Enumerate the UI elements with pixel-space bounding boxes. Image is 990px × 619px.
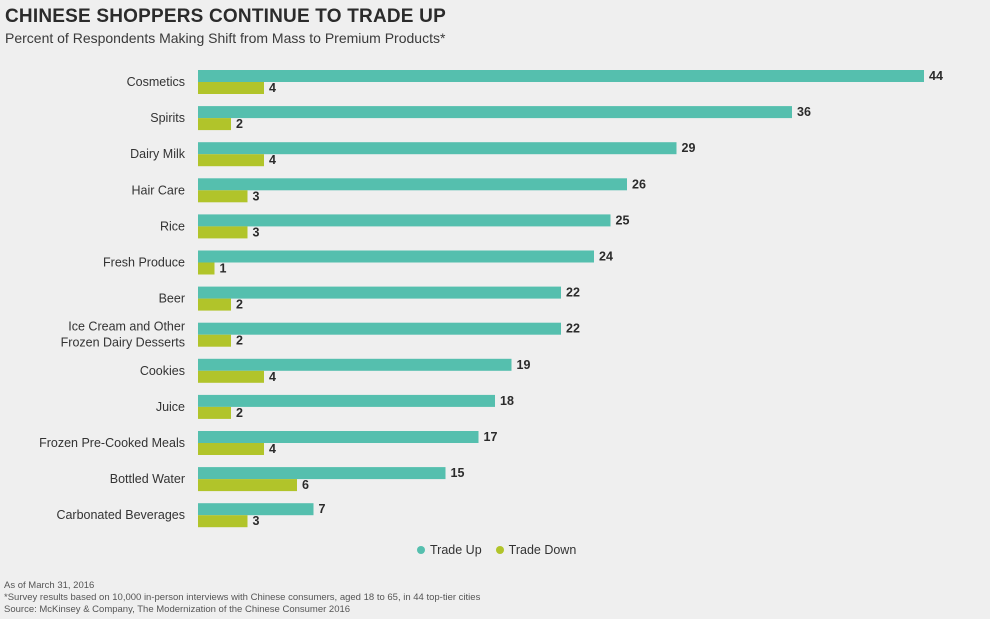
category-label: Ice Cream and Other bbox=[68, 320, 185, 334]
trade-up-bar bbox=[198, 214, 611, 227]
trade-up-bar bbox=[198, 322, 561, 335]
trade-down-bar bbox=[198, 82, 264, 94]
category-label: Rice bbox=[160, 219, 185, 233]
source-note: Source: McKinsey & Company, The Moderniz… bbox=[4, 604, 351, 615]
trade-up-swatch bbox=[417, 546, 425, 554]
trade-up-value-label: 22 bbox=[566, 286, 580, 300]
trade-up-bar bbox=[198, 106, 792, 119]
category-label: Fresh Produce bbox=[103, 256, 185, 270]
trade-up-value-label: 36 bbox=[797, 105, 811, 119]
category-label: Spirits bbox=[150, 111, 185, 125]
trade-up-bar bbox=[198, 358, 512, 371]
footnotes: As of March 31, 2016 *Survey results bas… bbox=[4, 580, 480, 616]
trade-down-value-label: 2 bbox=[236, 406, 243, 420]
chart-title: CHINESE SHOPPERS CONTINUE TO TRADE UP bbox=[5, 6, 446, 27]
category-label: Beer bbox=[159, 292, 185, 306]
trade-up-bar bbox=[198, 503, 314, 516]
trade-down-bar bbox=[198, 515, 248, 528]
legend-item-trade-up: Trade Up bbox=[417, 543, 482, 557]
trade-down-value-label: 4 bbox=[269, 153, 276, 167]
chart-subtitle: Percent of Respondents Making Shift from… bbox=[5, 30, 446, 46]
trade-up-bar bbox=[198, 250, 594, 263]
trade-up-value-label: 18 bbox=[500, 394, 514, 408]
trade-down-value-label: 4 bbox=[269, 442, 276, 456]
trade-down-bar bbox=[198, 190, 248, 203]
trade-up-value-label: 24 bbox=[599, 250, 613, 264]
legend-label-trade-up: Trade Up bbox=[430, 543, 482, 557]
trade-down-value-label: 3 bbox=[253, 225, 260, 239]
category-label: Hair Care bbox=[132, 183, 186, 197]
category-label: Bottled Water bbox=[110, 472, 185, 486]
trade-down-bar bbox=[198, 334, 231, 347]
date-note: As of March 31, 2016 bbox=[4, 580, 95, 591]
trade-down-value-label: 6 bbox=[302, 478, 309, 492]
trade-up-bar bbox=[198, 467, 446, 480]
trade-down-value-label: 1 bbox=[220, 262, 227, 276]
trade-down-value-label: 3 bbox=[253, 514, 260, 528]
category-label: Frozen Pre-Cooked Meals bbox=[39, 436, 185, 450]
trade-down-bar bbox=[198, 370, 264, 383]
trade-down-bar bbox=[198, 479, 297, 492]
chart-legend: Trade Up Trade Down bbox=[417, 543, 576, 557]
trade-up-bar bbox=[198, 70, 924, 82]
category-label: Carbonated Beverages bbox=[56, 508, 185, 522]
trade-down-value-label: 3 bbox=[253, 189, 260, 203]
trade-up-value-label: 19 bbox=[517, 358, 531, 372]
trade-down-bar bbox=[198, 118, 231, 131]
trade-up-value-label: 7 bbox=[319, 502, 326, 516]
legend-label-trade-down: Trade Down bbox=[508, 543, 577, 557]
category-label: Cosmetics bbox=[127, 75, 185, 89]
legend-item-trade-down: Trade Down bbox=[495, 543, 577, 557]
trade-up-value-label: 25 bbox=[616, 213, 630, 227]
category-label: Frozen Dairy Desserts bbox=[61, 336, 185, 350]
trade-down-bar bbox=[198, 226, 248, 239]
trade-up-value-label: 29 bbox=[682, 141, 696, 155]
trade-up-value-label: 26 bbox=[632, 177, 646, 191]
trade-down-bar bbox=[198, 298, 231, 311]
category-label: Cookies bbox=[140, 364, 185, 378]
trade-down-value-label: 4 bbox=[269, 370, 276, 384]
trade-up-value-label: 17 bbox=[484, 430, 498, 444]
trade-down-bar bbox=[198, 406, 231, 419]
trade-down-value-label: 2 bbox=[236, 298, 243, 312]
trade-up-bar bbox=[198, 431, 479, 443]
category-label: Juice bbox=[156, 400, 185, 414]
trade-down-bar bbox=[198, 154, 264, 167]
trade-down-bar bbox=[198, 262, 215, 275]
trade-down-value-label: 2 bbox=[236, 117, 243, 131]
trade-up-bar bbox=[198, 142, 677, 155]
trade-up-value-label: 15 bbox=[451, 466, 465, 480]
trade-down-bar bbox=[198, 443, 264, 455]
trade-down-value-label: 4 bbox=[269, 81, 276, 95]
trade-down-value-label: 2 bbox=[236, 334, 243, 348]
survey-note: *Survey results based on 10,000 in-perso… bbox=[4, 592, 481, 603]
trade-up-bar bbox=[198, 178, 627, 191]
trade-up-value-label: 22 bbox=[566, 322, 580, 336]
category-label: Dairy Milk bbox=[130, 147, 186, 161]
trade-up-value-label: 44 bbox=[929, 69, 943, 83]
trade-up-bar bbox=[198, 394, 495, 407]
trade-up-bar bbox=[198, 286, 561, 299]
trade-down-swatch bbox=[495, 546, 504, 554]
